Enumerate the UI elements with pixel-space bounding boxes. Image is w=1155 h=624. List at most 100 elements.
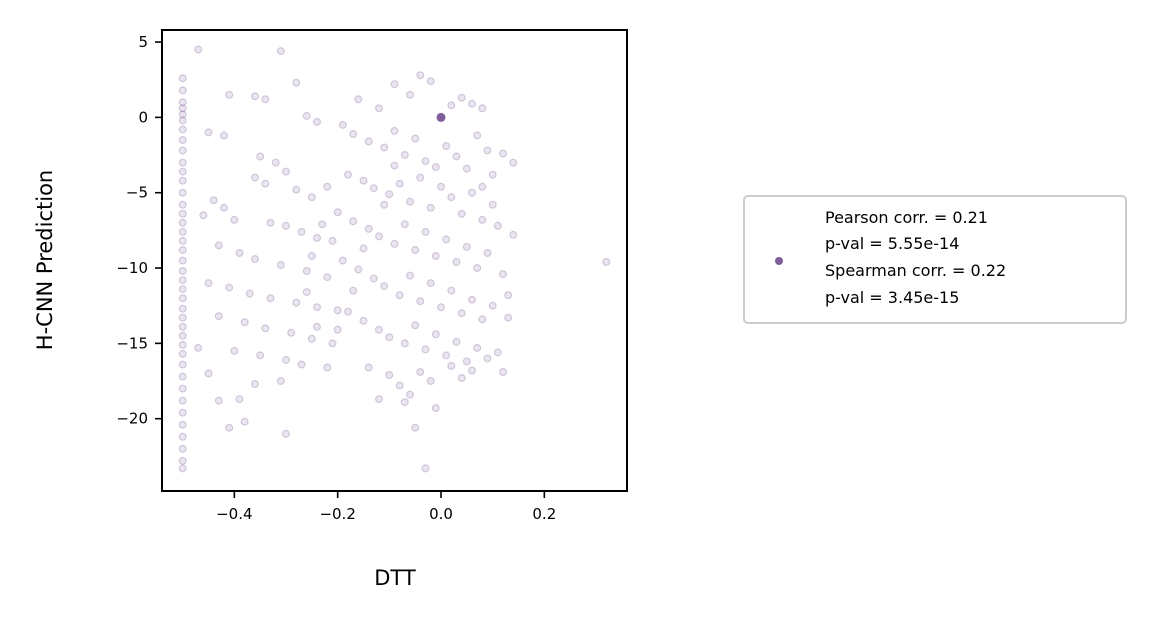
data-point	[297, 227, 306, 236]
data-point	[178, 158, 187, 167]
data-point	[178, 420, 187, 429]
data-point	[344, 307, 353, 316]
data-point	[282, 355, 291, 364]
data-point	[178, 98, 187, 107]
data-point	[499, 270, 508, 279]
data-point	[509, 158, 518, 167]
data-point	[178, 372, 187, 381]
data-point	[302, 267, 311, 276]
data-point	[473, 343, 482, 352]
data-point	[375, 325, 384, 334]
data-point	[178, 227, 187, 236]
data-point	[468, 99, 477, 108]
data-point	[230, 215, 239, 224]
data-point	[509, 230, 518, 239]
data-point	[411, 321, 420, 330]
data-point	[245, 289, 254, 298]
data-point	[478, 104, 487, 113]
data-point	[478, 182, 487, 191]
data-point	[478, 215, 487, 224]
data-point	[375, 395, 384, 404]
data-point	[359, 176, 368, 185]
data-point	[483, 146, 492, 155]
data-point	[209, 196, 218, 205]
data-point	[400, 151, 409, 160]
data-point	[178, 456, 187, 465]
data-point	[178, 432, 187, 441]
data-point	[602, 258, 611, 267]
x-tick-label: 0.0	[429, 505, 453, 523]
data-point	[256, 152, 265, 161]
data-point	[178, 209, 187, 218]
data-point	[437, 303, 446, 312]
data-point	[338, 120, 347, 129]
data-points-layer	[178, 45, 611, 473]
y-tick-label: −20	[116, 410, 148, 428]
data-point	[220, 131, 229, 140]
data-point	[194, 45, 203, 54]
data-point	[302, 288, 311, 297]
y-tick-label: −15	[116, 334, 148, 352]
data-point	[225, 90, 234, 99]
data-point	[493, 348, 502, 357]
data-point	[240, 417, 249, 426]
data-point	[282, 221, 291, 230]
data-point	[225, 283, 234, 292]
data-point	[178, 313, 187, 322]
data-point	[261, 179, 270, 188]
data-point	[416, 368, 425, 377]
data-point	[488, 170, 497, 179]
data-point	[297, 360, 306, 369]
data-point	[390, 161, 399, 170]
data-point	[411, 423, 420, 432]
data-point	[287, 328, 296, 337]
data-point	[225, 423, 234, 432]
data-point	[178, 349, 187, 358]
data-point	[395, 291, 404, 300]
data-point	[230, 346, 239, 355]
data-point	[344, 170, 353, 179]
data-point	[178, 267, 187, 276]
data-point	[307, 252, 316, 261]
data-point	[416, 71, 425, 80]
data-point	[220, 203, 229, 212]
data-point	[426, 377, 435, 386]
data-point	[292, 185, 301, 194]
data-point	[499, 368, 508, 377]
data-point	[204, 369, 213, 378]
data-point	[178, 167, 187, 176]
data-point	[457, 209, 466, 218]
data-point	[235, 395, 244, 404]
data-point	[214, 241, 223, 250]
data-point	[447, 101, 456, 110]
data-point	[483, 249, 492, 258]
data-point	[178, 74, 187, 83]
data-point	[251, 255, 260, 264]
y-tick-label: −5	[126, 184, 148, 202]
data-point	[199, 211, 208, 220]
data-point	[333, 208, 342, 217]
data-point	[214, 312, 223, 321]
data-point	[178, 276, 187, 285]
data-point	[178, 322, 187, 331]
data-point	[473, 264, 482, 273]
data-point	[442, 235, 451, 244]
data-point	[380, 282, 389, 291]
data-point	[333, 325, 342, 334]
data-point	[313, 117, 322, 126]
data-point	[406, 390, 415, 399]
data-point	[178, 116, 187, 125]
data-point	[411, 134, 420, 143]
data-point	[307, 193, 316, 202]
data-point	[447, 193, 456, 202]
data-point	[178, 384, 187, 393]
legend: Pearson corr. = 0.21 p-val = 5.55e-14 Sp…	[743, 195, 1127, 324]
data-point	[354, 265, 363, 274]
data-point	[431, 404, 440, 413]
legend-line-spearman: Spearman corr. = 0.22	[825, 261, 1006, 280]
data-point	[276, 377, 285, 386]
data-point	[457, 374, 466, 383]
data-point	[178, 125, 187, 134]
data-point	[178, 236, 187, 245]
data-point	[400, 398, 409, 407]
